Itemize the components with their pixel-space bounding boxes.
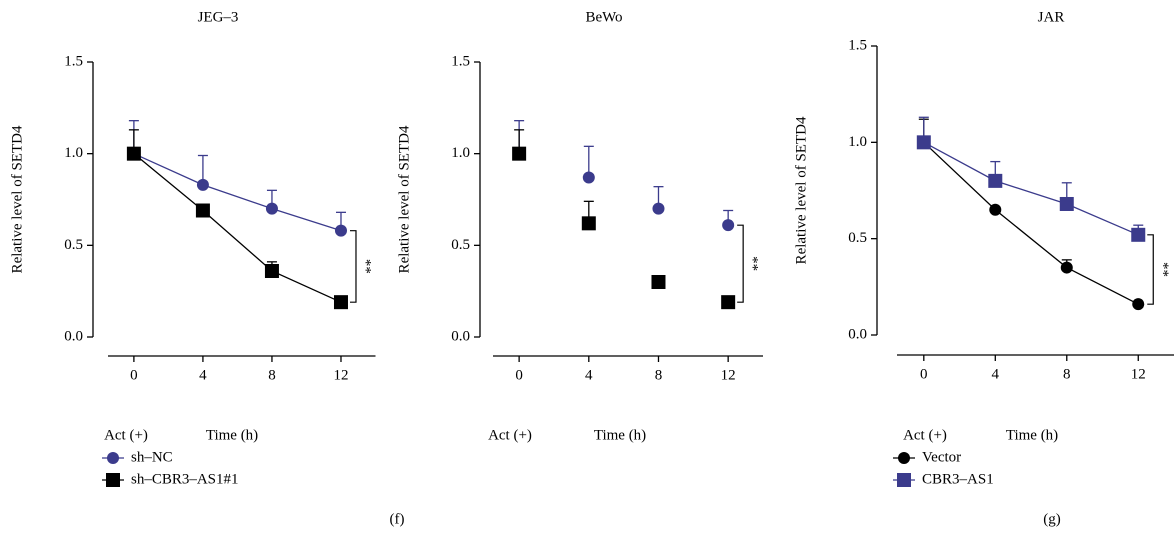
- y-tick-label: 1.5: [451, 53, 470, 69]
- y-tick-label: 0.0: [451, 328, 470, 344]
- marker: [1059, 196, 1074, 211]
- x-tick-label: 12: [333, 367, 348, 383]
- y-tick-label: 1.0: [451, 145, 470, 161]
- marker: [126, 146, 141, 161]
- significance-bracket: [349, 230, 357, 303]
- series-line: [133, 153, 342, 303]
- panel-label: (g): [1043, 511, 1061, 527]
- x-axis-label: Time (h): [206, 427, 258, 443]
- y-axis-label: Relative level of SETD4: [9, 125, 25, 273]
- y-tick-label: 0.0: [64, 328, 83, 344]
- significance-label: **: [358, 259, 374, 274]
- y-tick-label: 1.0: [848, 134, 867, 150]
- significance-label: **: [1155, 262, 1171, 277]
- treatment-label: Act (+): [488, 427, 532, 443]
- marker: [1132, 298, 1145, 311]
- marker: [581, 216, 596, 231]
- significance-bracket: [737, 224, 744, 303]
- x-tick-label: 8: [268, 367, 276, 383]
- x-tick-label: 12: [1131, 366, 1146, 382]
- marker: [265, 202, 278, 215]
- marker: [898, 452, 910, 464]
- x-tick-label: 4: [585, 367, 593, 383]
- marker: [195, 203, 210, 218]
- marker: [107, 452, 119, 464]
- marker: [582, 171, 595, 184]
- y-axis-label: Relative level of SETD4: [793, 116, 809, 264]
- marker: [512, 146, 527, 161]
- x-tick-label: 0: [130, 367, 138, 383]
- x-axis-label: Time (h): [1006, 427, 1058, 443]
- series-line: [133, 153, 342, 232]
- marker: [897, 473, 911, 487]
- marker: [988, 173, 1003, 188]
- x-tick-label: 4: [199, 367, 207, 383]
- marker: [264, 264, 279, 278]
- chart-title: JAR: [1038, 9, 1065, 25]
- x-tick-label: 0: [515, 367, 523, 383]
- legend-label: CBR3–AS1: [922, 471, 994, 487]
- series-line: [923, 141, 1139, 305]
- marker: [106, 473, 120, 487]
- legend-label: sh–NC: [131, 449, 173, 465]
- x-tick-label: 8: [1063, 366, 1071, 382]
- treatment-label: Act (+): [903, 427, 947, 443]
- chart-title: JEG–3: [198, 9, 239, 25]
- y-tick-label: 0.0: [848, 326, 867, 342]
- marker: [1131, 227, 1146, 242]
- series-line: [923, 141, 1139, 236]
- legend-label: sh–CBR3–AS1#1: [131, 471, 239, 487]
- marker: [333, 295, 348, 310]
- y-tick-label: 1.5: [848, 37, 867, 53]
- legend-label: Vector: [922, 449, 961, 465]
- significance-bracket: [1147, 234, 1154, 305]
- marker: [1060, 261, 1073, 274]
- y-tick-label: 0.5: [64, 237, 83, 253]
- y-tick-label: 0.5: [848, 230, 867, 246]
- marker: [652, 202, 665, 215]
- x-tick-label: 12: [721, 367, 736, 383]
- marker: [916, 135, 931, 150]
- y-tick-label: 1.0: [64, 145, 83, 161]
- x-tick-label: 0: [920, 366, 928, 382]
- marker: [334, 224, 347, 237]
- y-tick-label: 1.5: [64, 53, 83, 69]
- panel-label: (f): [390, 511, 405, 527]
- marker: [722, 219, 735, 232]
- marker: [721, 295, 736, 310]
- marker: [196, 178, 209, 191]
- y-tick-label: 0.5: [451, 237, 470, 253]
- marker: [989, 203, 1002, 216]
- chart-title: BeWo: [585, 9, 622, 25]
- x-tick-label: 8: [655, 367, 663, 383]
- y-axis-label: Relative level of SETD4: [396, 125, 412, 273]
- significance-label: **: [745, 256, 761, 271]
- x-axis-label: Time (h): [594, 427, 646, 443]
- treatment-label: Act (+): [104, 427, 148, 443]
- marker: [651, 275, 666, 289]
- x-tick-label: 4: [992, 366, 1000, 382]
